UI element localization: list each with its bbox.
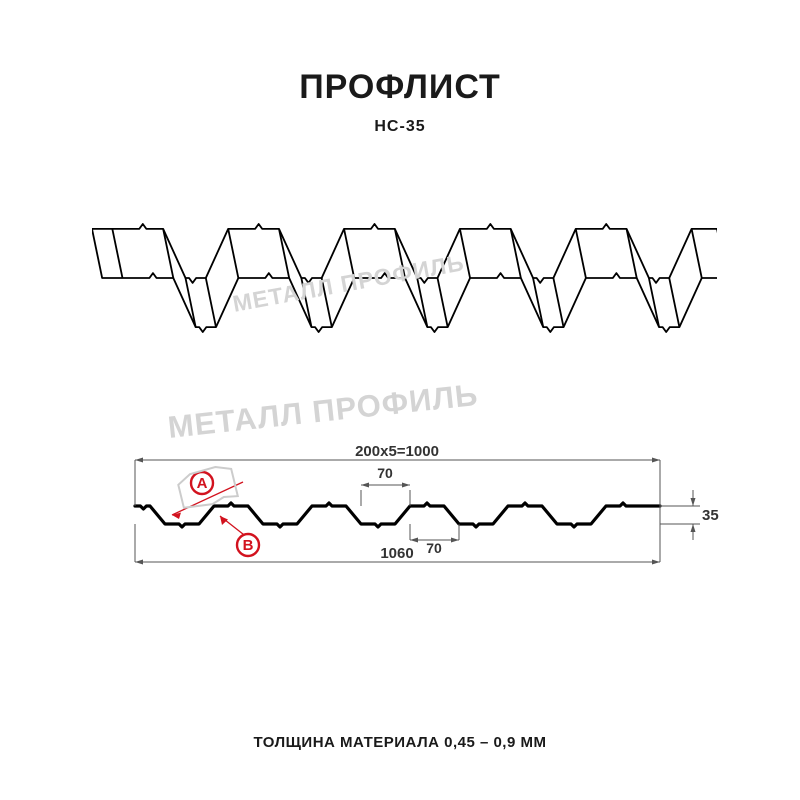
svg-text:1060: 1060 bbox=[380, 545, 413, 562]
svg-text:200x5=1000: 200x5=1000 bbox=[355, 443, 439, 460]
svg-text:70: 70 bbox=[426, 540, 442, 556]
svg-text:70: 70 bbox=[377, 465, 393, 481]
svg-text:35: 35 bbox=[702, 507, 719, 524]
svg-text:A: A bbox=[197, 475, 208, 492]
svg-text:B: B bbox=[243, 537, 254, 554]
